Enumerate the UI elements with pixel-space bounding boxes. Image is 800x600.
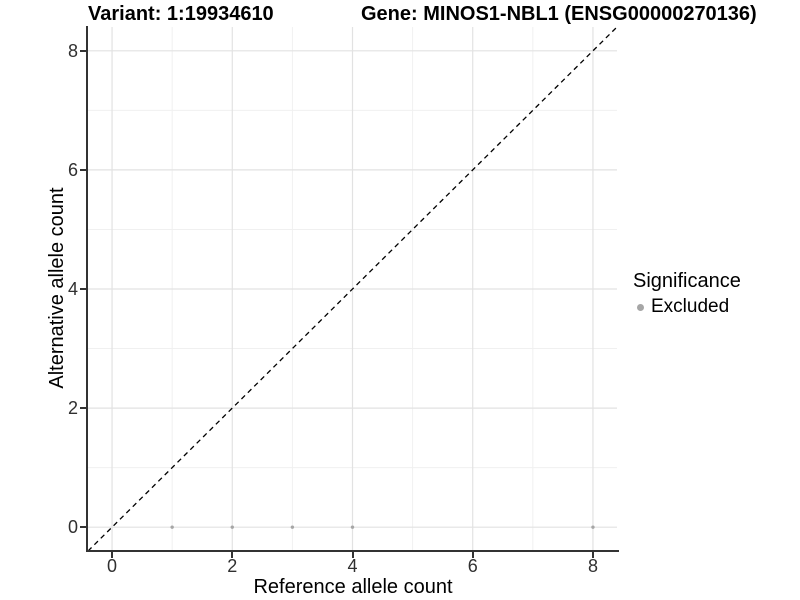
legend: Significance Excluded	[633, 270, 741, 318]
y-tick-label: 0	[67, 517, 78, 538]
y-axis-title: Alternative allele count	[46, 187, 68, 389]
x-tick-label: 6	[467, 556, 478, 576]
x-tick-label: 8	[587, 556, 598, 576]
plot-title-gene: Gene: MINOS1-NBL1 (ENSG00000270136)	[361, 3, 757, 25]
y-axis-line	[86, 26, 88, 552]
x-axis-title: Reference allele count	[253, 576, 453, 598]
data-point	[170, 525, 174, 529]
x-tick-label: 4	[347, 556, 358, 576]
legend-item-label: Excluded	[651, 296, 730, 317]
y-tick-mark	[80, 526, 86, 529]
x-tick-label: 2	[227, 556, 238, 576]
plot-panel	[88, 27, 617, 551]
x-axis-line	[86, 550, 619, 552]
data-point	[290, 525, 295, 529]
legend-title: Significance	[633, 270, 741, 292]
x-tick-mark	[591, 552, 594, 558]
y-tick-mark	[80, 49, 86, 52]
x-tick-mark	[351, 552, 354, 558]
y-tick-mark	[80, 288, 86, 290]
y-tick-label: 8	[67, 40, 78, 61]
data-point	[350, 525, 355, 529]
data-point	[230, 525, 234, 529]
identity-dashed-line	[88, 27, 617, 551]
legend-item: Excluded	[633, 296, 741, 318]
x-tick-mark	[471, 552, 474, 558]
y-tick-mark	[80, 168, 86, 171]
x-tick-label: 0	[107, 556, 118, 576]
y-tick-label: 4	[67, 279, 78, 299]
x-tick-mark	[231, 552, 234, 558]
legend-items: Excluded	[633, 296, 741, 318]
data-point	[591, 525, 595, 529]
x-tick-mark	[111, 552, 114, 558]
y-tick-mark	[80, 407, 86, 410]
y-tick-label: 2	[67, 398, 78, 419]
y-tick-label: 6	[67, 159, 78, 180]
legend-point-icon	[637, 303, 644, 311]
plot-title-variant: Variant: 1:19934610	[88, 3, 274, 25]
